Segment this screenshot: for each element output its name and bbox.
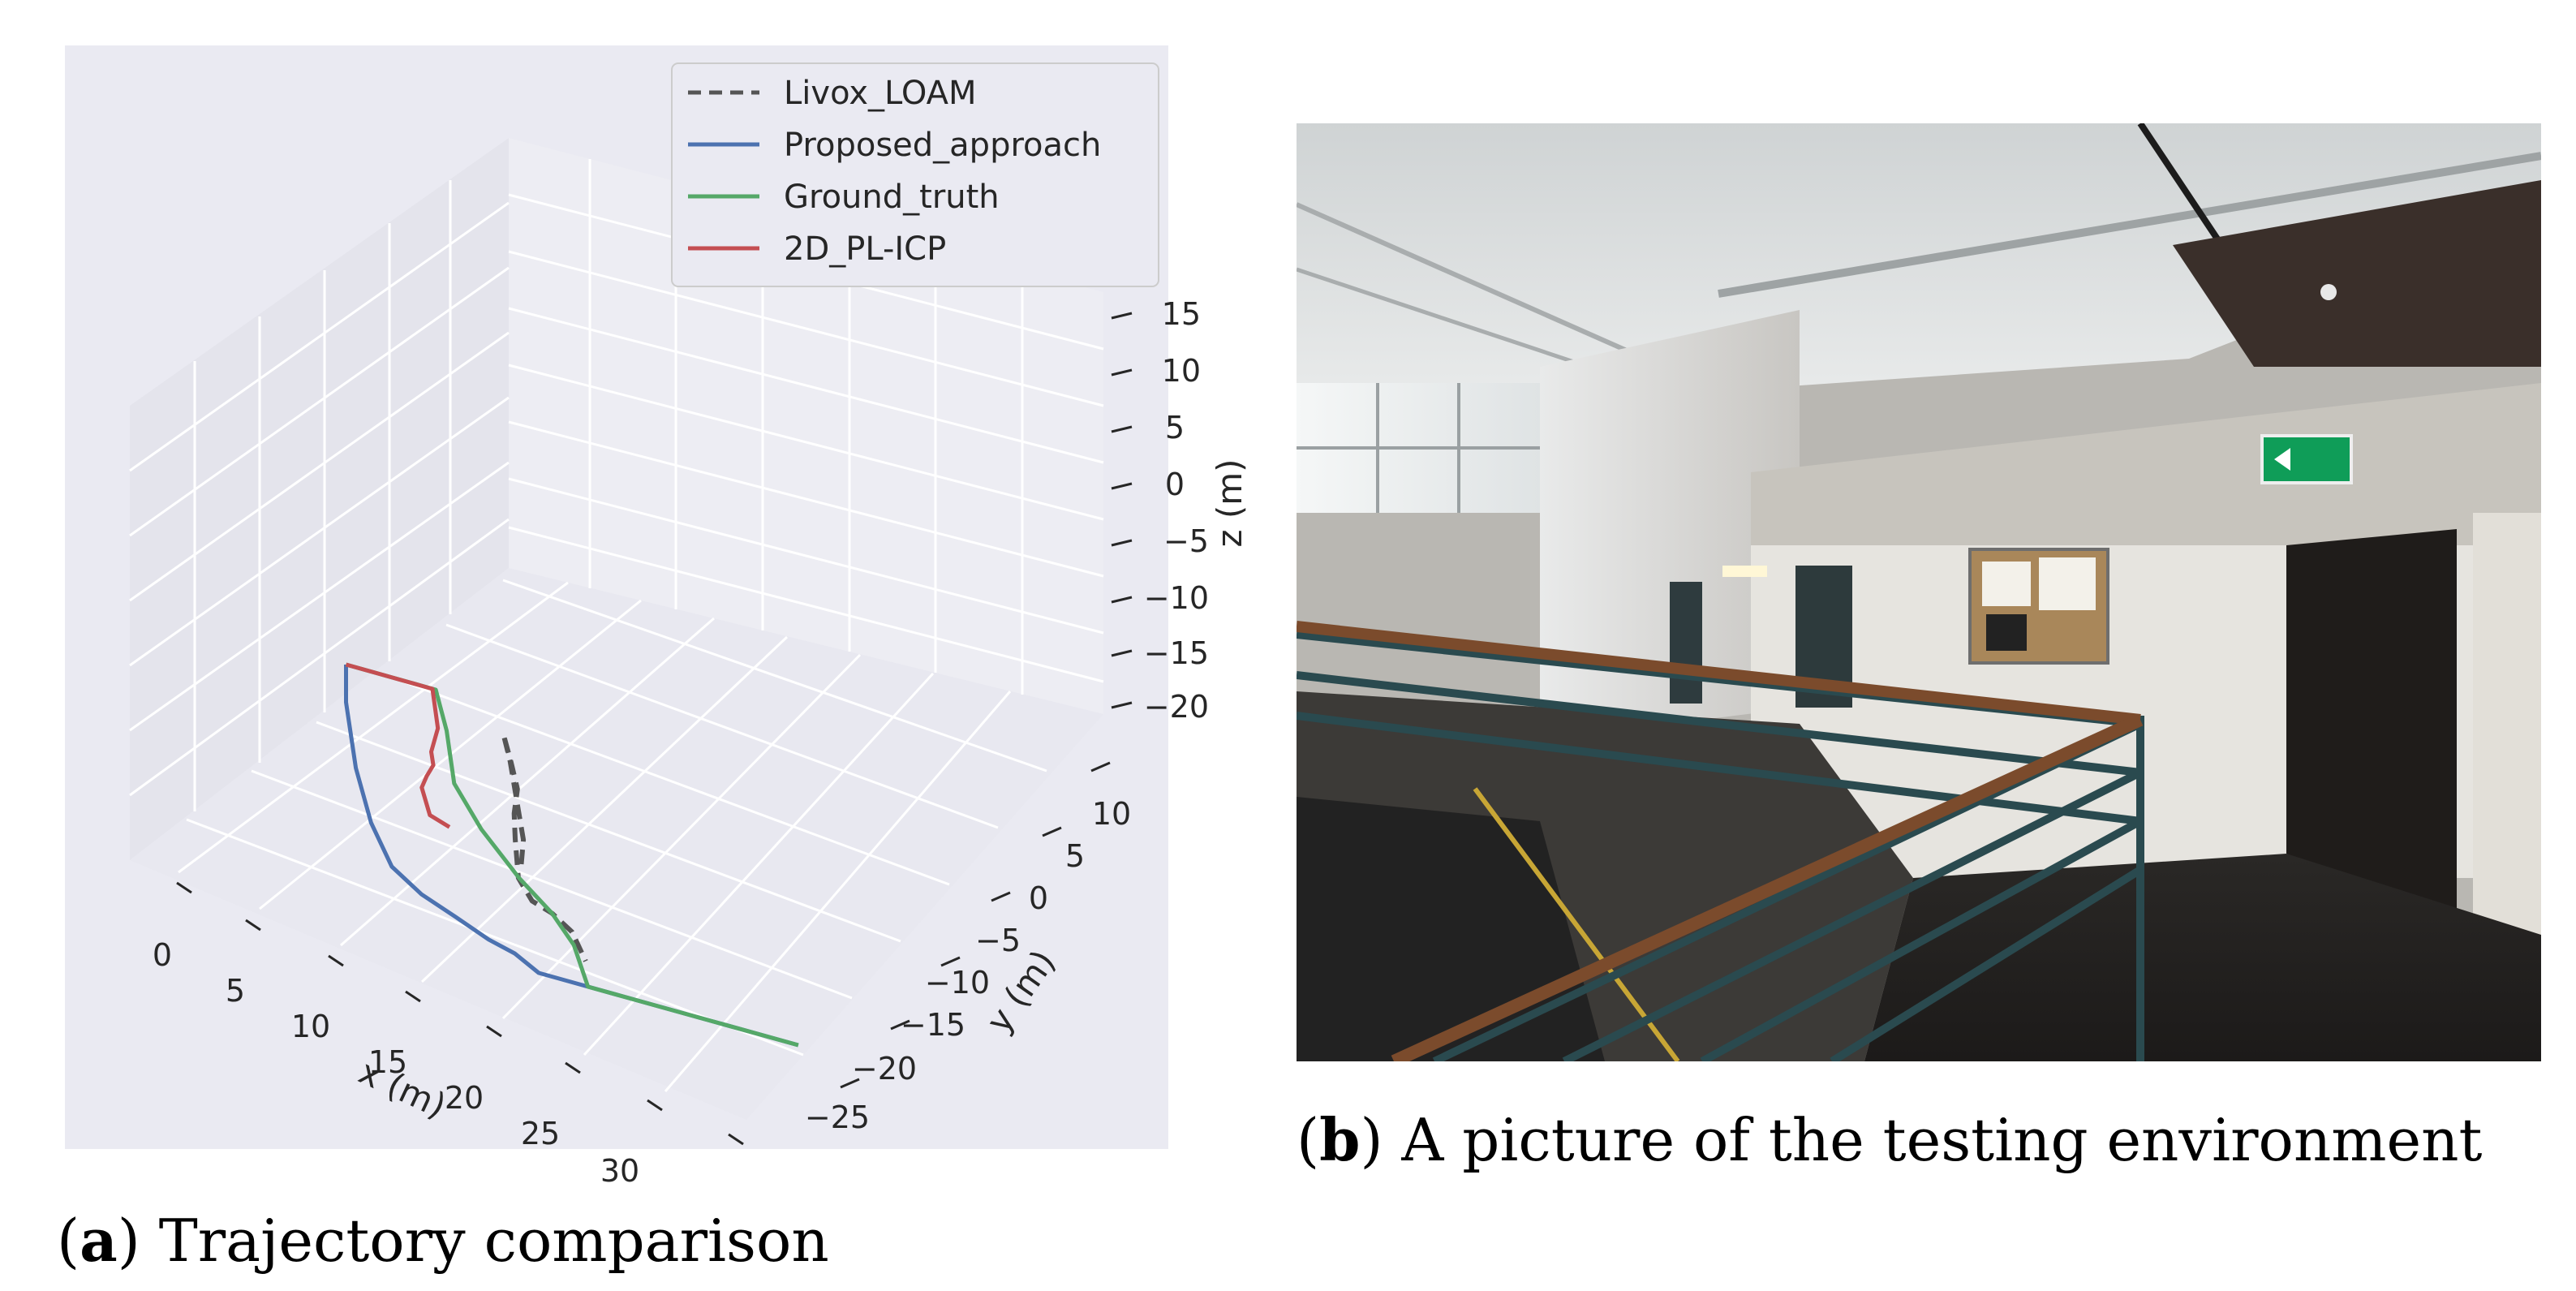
legend-label: Proposed_approach (784, 127, 1101, 164)
z-tick: −20 (1144, 689, 1209, 725)
z-tick-labels: 15 10 5 0 −5 −10 −15 −20 (1144, 296, 1209, 725)
caption-b-letter: b (1319, 1105, 1361, 1174)
x-tick-labels: 0 5 10 15 20 25 30 35 (153, 937, 639, 1185)
caption-a-letter: a (80, 1206, 118, 1275)
z-tick: 0 (1165, 467, 1185, 502)
y-tick: −15 (901, 1007, 965, 1043)
caption-b-text: A picture of the testing environment (1383, 1106, 2483, 1174)
y-tick: 10 (1092, 796, 1131, 832)
z-tick: 15 (1162, 296, 1201, 332)
x-tick: 30 (600, 1153, 639, 1185)
y-tick: −25 (805, 1100, 870, 1135)
z-tick: −15 (1144, 635, 1209, 671)
x-tick: 25 (521, 1116, 560, 1151)
photo-illustration (1297, 123, 2541, 1061)
caption-a: (a) Trajectory comparison (57, 1206, 829, 1275)
walkway (1864, 854, 2541, 1061)
testing-environment-photo (1297, 123, 2541, 1061)
caption-b: (b) A picture of the testing environment (1297, 1105, 2483, 1174)
y-tick: 0 (1029, 880, 1048, 916)
z-tick: −10 (1144, 580, 1209, 616)
x-tick: 5 (226, 973, 245, 1009)
trajectory-figure: 0 5 10 15 20 25 30 35 −25 −20 −15 −10 −5… (0, 0, 1298, 1275)
legend-label: Livox_LOAM (784, 75, 977, 112)
grid-left (129, 180, 510, 811)
y-tick: −10 (925, 965, 990, 1001)
series-line-2d-pl-icp (345, 662, 451, 829)
y-tick: −20 (852, 1051, 917, 1087)
legend-label: 2D_PL-ICP (784, 230, 946, 268)
brick-wall (1540, 310, 1800, 740)
z-tick: 5 (1165, 410, 1185, 445)
series-layer (344, 662, 799, 1048)
y-tick: −5 (975, 923, 1021, 958)
legend-box (671, 62, 1159, 287)
tick-marks (176, 312, 1133, 1146)
z-tick: −5 (1163, 523, 1209, 559)
corridor (2286, 529, 2457, 935)
x-tick: 10 (291, 1009, 330, 1044)
series-line-livox-loam (501, 732, 588, 962)
y-tick: 5 (1065, 838, 1085, 874)
y-tick-labels: −25 −20 −15 −10 −5 0 5 10 (805, 796, 1131, 1135)
x-tick: 0 (153, 937, 172, 973)
legend-label: Ground_truth (784, 179, 1000, 216)
z-axis-title: z (m) (1210, 458, 1249, 547)
z-tick: 10 (1162, 353, 1201, 389)
x-tick: 20 (445, 1080, 484, 1116)
left-pane (130, 138, 509, 860)
caption-a-text: Trajectory comparison (140, 1207, 829, 1275)
handrail (1391, 713, 2144, 1061)
trajectory-3d-chart: 0 5 10 15 20 25 30 35 −25 −20 −15 −10 −5… (65, 45, 1249, 1185)
legend: Livox_LOAM Proposed_approach Ground_truth 2… (671, 62, 1159, 287)
x-tick: 15 (368, 1044, 407, 1080)
